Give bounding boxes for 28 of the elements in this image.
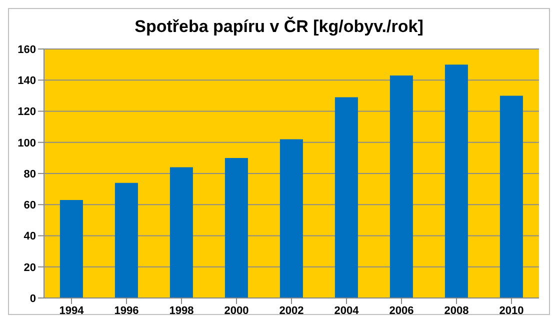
bar xyxy=(390,75,413,298)
bar xyxy=(500,96,523,298)
x-tick-label: 2010 xyxy=(499,304,524,317)
bar xyxy=(444,64,468,298)
bar xyxy=(60,200,83,298)
y-tick-label: 0 xyxy=(30,292,36,305)
bar xyxy=(224,158,248,298)
x-tick-label: 2008 xyxy=(444,304,469,317)
y-tick-label: 40 xyxy=(24,230,36,243)
x-tick-label: 2004 xyxy=(334,304,360,317)
chart-title: Spotřeba papíru v ČR [kg/obyv./rok] xyxy=(134,16,424,38)
y-tick-label: 60 xyxy=(24,200,36,212)
x-tick-label: 2002 xyxy=(279,304,304,317)
x-tick-label: 1998 xyxy=(169,304,194,317)
y-tick-label: 120 xyxy=(18,106,36,118)
x-tick-label: 2006 xyxy=(389,304,414,317)
bar xyxy=(170,167,193,298)
y-tick-label: 20 xyxy=(24,262,36,274)
y-tick-label: 80 xyxy=(24,168,36,180)
bar xyxy=(334,97,358,298)
x-tick-label: 2000 xyxy=(224,304,249,317)
y-tick-label: 100 xyxy=(18,137,36,150)
y-tick-label: 160 xyxy=(18,44,36,56)
bar xyxy=(280,139,303,298)
x-tick-label: 1996 xyxy=(114,304,139,317)
y-tick-label: 140 xyxy=(18,75,36,88)
x-tick-label: 1994 xyxy=(59,304,85,317)
bar xyxy=(114,182,138,298)
